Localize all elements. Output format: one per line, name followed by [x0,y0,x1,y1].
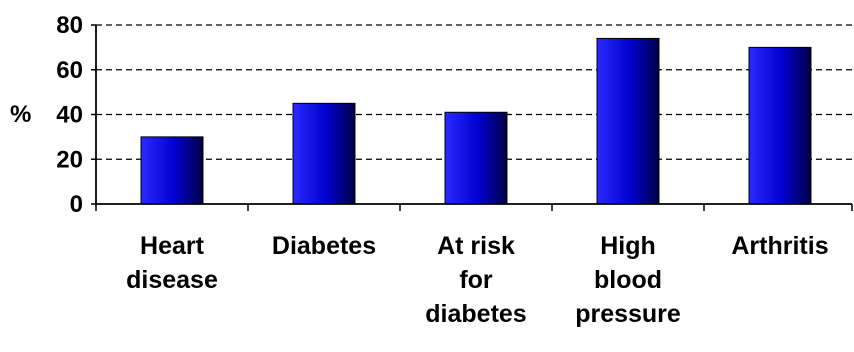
gridlines [96,24,852,160]
x-category-label: Heart disease [126,232,218,294]
y-tick-label: 0 [70,191,83,218]
x-category-label: High blood pressure [575,232,681,328]
x-category-label-line: disease [126,266,218,294]
x-category-label-line: Arthritis [731,232,828,260]
labels: 0 20 40 60 80 Heart disease Diabetes At risk for d… [56,12,828,328]
x-category-label-line: blood [594,266,662,294]
x-category-label: Arthritis [731,232,828,260]
x-category-label: At risk for diabetes [425,232,526,328]
bar [140,136,204,205]
x-category-label: Diabetes [272,232,376,260]
x-category-label-line: Diabetes [272,232,376,260]
y-axis-label: % [10,101,31,128]
x-category-label-line: pressure [575,300,681,328]
bar [748,46,812,205]
y-tick-label: 20 [56,146,83,173]
x-category-label-line: High [600,232,656,260]
bar [596,37,660,205]
x-category-label-line: Heart [140,232,205,260]
axes [91,24,853,211]
bars [140,37,812,205]
bar [444,111,508,205]
x-category-label-line: diabetes [425,300,526,328]
y-tick-label: 60 [56,57,83,84]
y-tick-label: 40 [56,102,83,129]
bar [292,102,356,205]
x-category-label-line: At risk [437,232,515,260]
y-tick-label: 80 [56,12,83,39]
x-category-label-line: for [459,266,493,294]
